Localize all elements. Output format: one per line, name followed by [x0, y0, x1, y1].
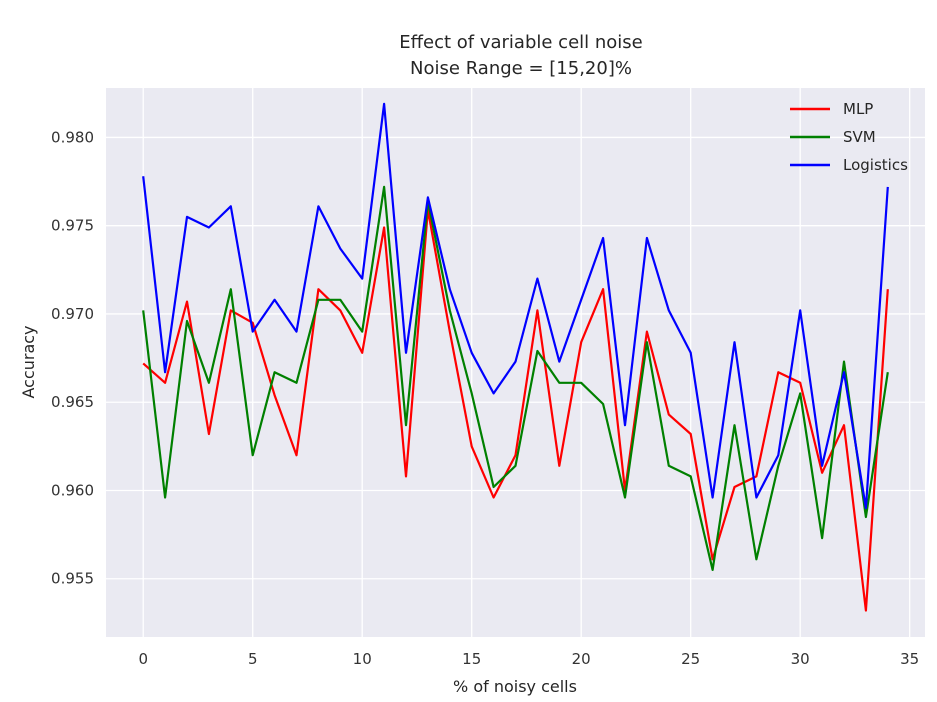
tick-labels: 0 5 10 15 20 25 30 35 0.955 0.960 0.965 0.970 0.975 0…: [51, 128, 919, 668]
y-tick-label: 0.965: [51, 393, 94, 411]
y-tick-label: 0.970: [51, 305, 94, 323]
series-line-logistics: [142, 102, 889, 510]
chart-title: Effect of variable cell noise: [399, 32, 643, 53]
x-tick-label: 10: [353, 650, 372, 668]
legend-label-mlp: MLP: [843, 100, 873, 118]
x-tick-label: 5: [248, 650, 258, 668]
grid: [106, 88, 925, 637]
series-line-svm: [142, 185, 889, 572]
x-tick-label: 15: [462, 650, 481, 668]
chart-subtitle: Noise Range = [15,20]%: [410, 58, 632, 79]
x-tick-label: 35: [900, 650, 919, 668]
x-tick-label: 20: [572, 650, 591, 668]
x-tick-label: 25: [681, 650, 700, 668]
y-tick-label: 0.980: [51, 128, 94, 146]
y-tick-label: 0.975: [51, 217, 94, 235]
y-tick-label: 0.960: [51, 481, 94, 499]
legend-label-logistics: Logistics: [843, 156, 908, 174]
legend-label-svm: SVM: [843, 128, 876, 146]
y-tick-label: 0.955: [51, 570, 94, 588]
series-lines: [142, 102, 889, 612]
x-axis-label: % of noisy cells: [453, 677, 577, 696]
y-axis-label: Accuracy: [19, 325, 38, 398]
x-tick-label: 0: [138, 650, 148, 668]
series-line-mlp: [142, 208, 889, 612]
x-tick-label: 30: [791, 650, 810, 668]
legend: MLP SVM Logistics: [790, 100, 908, 174]
